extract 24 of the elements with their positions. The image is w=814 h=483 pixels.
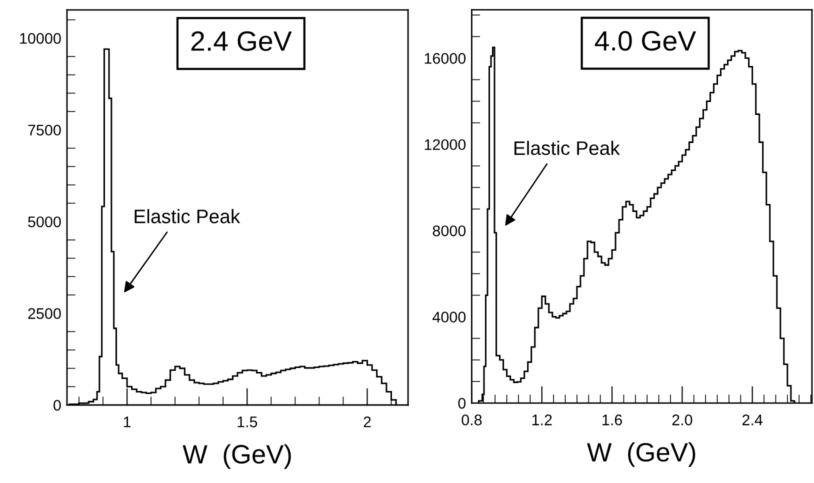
y-tick-label: 5000: [28, 216, 61, 228]
x-tick-label: 0.8: [462, 414, 482, 426]
x-tick-label: 1.2: [532, 414, 552, 426]
y-tick-label: 8000: [432, 225, 466, 236]
y-tick-label: 0: [458, 398, 466, 409]
y-tick-label: 2500: [28, 308, 61, 319]
y-tick-label: 0: [54, 400, 61, 411]
annotation: Elastic Peak: [134, 209, 240, 224]
x-tick-label: 2.0: [672, 414, 692, 426]
y-tick-label: 7500: [28, 124, 61, 136]
annotation: Elastic Peak: [514, 140, 620, 156]
y-tick-label: 10000: [20, 33, 61, 44]
annotation: 2.4 GeV: [191, 31, 292, 51]
y-tick-label: 12000: [424, 139, 466, 150]
x-tick-label: 1: [124, 416, 131, 428]
x-tick-label: 1.5: [238, 416, 258, 428]
x-tick-label: 2: [364, 416, 371, 428]
y-tick-label: 4000: [432, 312, 466, 322]
x-tick-label: 1.6: [602, 414, 622, 426]
x-axis-title: W (GeV): [586, 442, 696, 467]
annotation: 4.0 GeV: [594, 31, 696, 51]
x-tick-label: 2.4: [742, 414, 763, 426]
x-axis-title: W (GeV): [182, 444, 291, 469]
y-tick-label: 16000: [424, 53, 466, 64]
